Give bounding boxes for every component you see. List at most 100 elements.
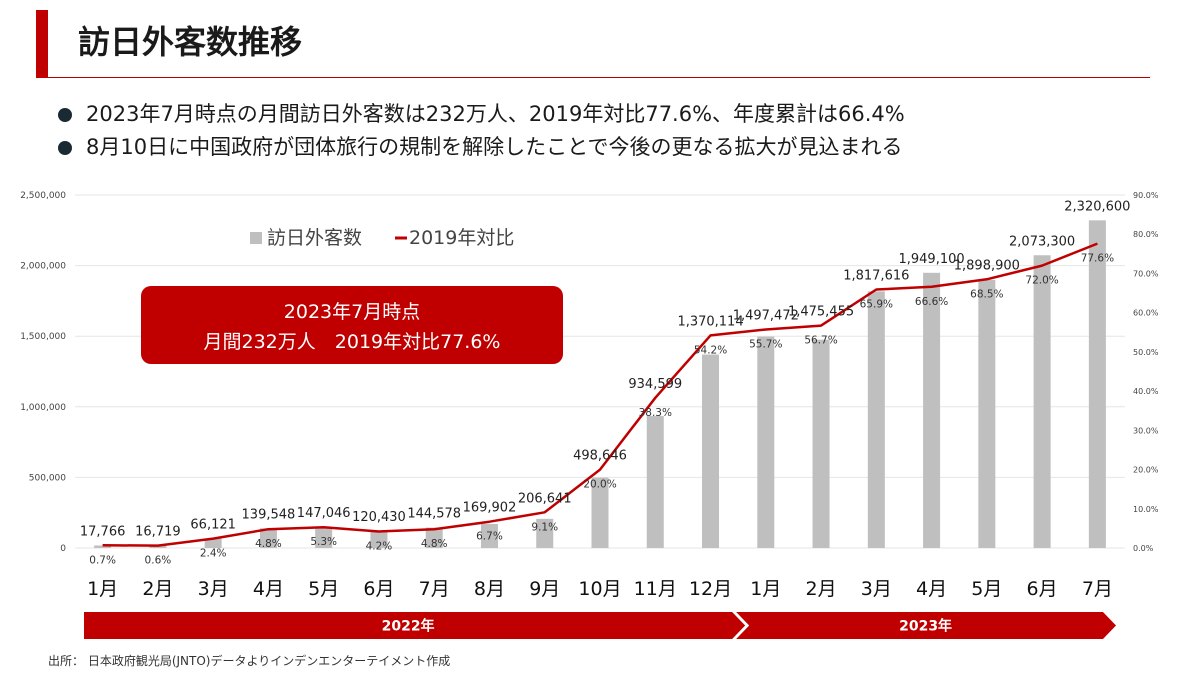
left-tick-label: 0 (60, 544, 66, 554)
bullet-dot-icon (58, 141, 72, 155)
line-value-label: 5.3% (310, 536, 337, 548)
bar-value-label: 169,902 (463, 501, 517, 516)
bar-series (94, 220, 1106, 548)
bar-value-label: 1,898,900 (954, 258, 1020, 273)
bar (702, 354, 720, 548)
bullet-text: 2023年7月時点の月間訪日外客数は232万人、2019年対比77.6%、年度累… (86, 102, 905, 126)
line-value-label: 77.6% (1081, 253, 1114, 265)
category-label: 2月 (142, 578, 173, 600)
bar (978, 279, 996, 548)
line-value-label: 54.2% (694, 344, 727, 356)
bar (923, 272, 941, 548)
bar (867, 291, 885, 548)
line-value-label: 4.8% (421, 538, 448, 550)
left-tick-label: 1,000,000 (20, 403, 66, 413)
category-label: 4月 (253, 578, 284, 600)
line-value-label: 72.0% (1025, 275, 1058, 287)
right-axis: 0.0% 10.0% 20.0% 30.0% 40.0% 50.0% 60.0% 70.0% 8… (1133, 191, 1159, 553)
line-value-label: 0.7% (89, 554, 116, 566)
bar-value-label: 1,497,472 (733, 309, 799, 324)
line-value-label: 6.7% (476, 531, 503, 543)
bar (259, 528, 277, 548)
category-label: 5月 (971, 578, 1002, 600)
bar-value-label: 206,641 (518, 491, 572, 506)
left-tick-label: 2,500,000 (20, 191, 66, 201)
category-label: 10月 (578, 578, 621, 600)
line-value-label: 4.2% (366, 541, 393, 553)
page-title: 訪日外客数推移 (78, 23, 303, 61)
bar-value-label: 120,430 (352, 510, 406, 525)
bar-value-label: 144,578 (407, 507, 461, 522)
legend-line-label: 2019年対比 (409, 227, 514, 249)
year-band-2022 (84, 612, 746, 639)
bar-value-label: 139,548 (242, 507, 296, 522)
bar-value-label: 16,719 (135, 525, 181, 540)
line-series-path (102, 242, 1098, 547)
category-label: 1月 (750, 578, 781, 600)
bar (536, 518, 554, 548)
bar (204, 538, 222, 548)
bar (591, 477, 609, 548)
bar (315, 527, 333, 548)
title-underline (36, 77, 1150, 78)
bar (812, 339, 830, 548)
right-tick-label: 10.0% (1133, 505, 1159, 514)
left-axis: 0 500,000 1,000,000 1,500,000 2,000,000 2,500… (20, 191, 66, 554)
callout-box: 2023年7月時点 月間232万人 2019年対比77.6% (141, 286, 563, 364)
category-label: 5月 (308, 578, 339, 600)
callout-line1: 2023年7月時点 (284, 301, 420, 323)
category-axis: 1月 2月 3月 4月 5月 6月 7月 8月 9月 10月 11月 12月 1月 2月 3月 4月 5月 6月 7… (87, 578, 1113, 600)
right-tick-label: 0.0% (1133, 544, 1154, 553)
right-tick-label: 80.0% (1133, 230, 1159, 239)
right-tick-label: 90.0% (1133, 191, 1159, 200)
category-label: 6月 (363, 578, 394, 600)
line-value-label: 2.4% (200, 548, 227, 560)
bar-value-label: 498,646 (573, 449, 627, 464)
legend-bar-swatch (250, 232, 262, 244)
legend: 訪日外客数 2019年対比 (250, 227, 514, 249)
callout-background (141, 286, 563, 364)
line-value-label: 56.7% (804, 335, 837, 347)
category-label: 12月 (689, 578, 732, 600)
bar-value-label: 17,766 (80, 524, 126, 539)
bar (1088, 220, 1106, 548)
visitor-chart: 0 500,000 1,000,000 1,500,000 2,000,000 2,500… (20, 191, 1159, 639)
category-label: 7月 (1082, 578, 1113, 600)
line-series (102, 242, 1098, 547)
bar-value-label: 1,949,100 (898, 252, 964, 267)
bar (757, 336, 775, 548)
line-value-label: 20.0% (583, 479, 616, 491)
right-tick-label: 70.0% (1133, 269, 1159, 278)
bullet-list: 2023年7月時点の月間訪日外客数は232万人、2019年対比77.6%、年度累… (56, 98, 905, 164)
source-note: 出所： 日本政府観光局(JNTO)データよりインデンエンターテイメント作成 (48, 654, 451, 668)
right-tick-label: 60.0% (1133, 309, 1159, 318)
bar (370, 530, 388, 548)
line-value-label: 66.6% (915, 296, 948, 308)
right-tick-label: 30.0% (1133, 426, 1159, 435)
category-label: 7月 (419, 578, 450, 600)
year-band-2023 (736, 612, 1116, 639)
category-label: 3月 (861, 578, 892, 600)
line-value-label: 0.6% (145, 555, 172, 567)
line-value-label: 4.8% (255, 538, 282, 550)
bar-value-label: 66,121 (190, 518, 236, 533)
callout-line2: 月間232万人 2019年対比77.6% (204, 331, 501, 353)
line-value-label: 65.9% (860, 299, 893, 311)
left-tick-label: 1,500,000 (20, 332, 66, 342)
right-tick-label: 40.0% (1133, 387, 1159, 396)
line-value-label: 38.3% (639, 407, 672, 419)
category-label: 6月 (1027, 578, 1058, 600)
category-label: 11月 (634, 578, 677, 600)
category-label: 9月 (529, 578, 560, 600)
bar-value-label: 1,370,114 (677, 314, 743, 329)
category-label: 4月 (916, 578, 947, 600)
bar-value-label: 2,320,600 (1064, 199, 1130, 214)
bar-value-label: 1,475,455 (788, 305, 854, 320)
bullet-text: 8月10日に中国政府が団体旅行の規制を解除したことで今後の更なる拡大が見込まれる (86, 135, 903, 159)
category-label: 2月 (806, 578, 837, 600)
right-tick-label: 50.0% (1133, 348, 1159, 357)
bar (1033, 255, 1051, 548)
bar (646, 416, 664, 548)
bar (94, 545, 112, 548)
bullet-dot-icon (58, 108, 72, 122)
